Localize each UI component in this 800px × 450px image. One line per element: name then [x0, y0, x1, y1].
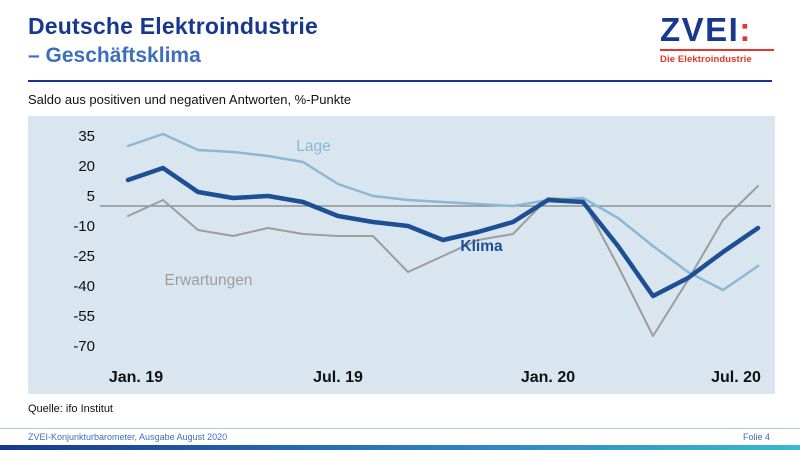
zvei-logo: ZVEI: Die Elektroindustrie — [660, 13, 774, 65]
x-axis-tick: Jan. 19 — [109, 369, 163, 386]
series-line-erwartungen — [127, 185, 759, 337]
series-label-klima: Klima — [460, 238, 503, 255]
zvei-logo-rule — [660, 49, 774, 52]
header: Deutsche Elektroindustrie – Geschäftskli… — [0, 0, 800, 80]
zvei-logo-wordmark: ZVEI: — [660, 11, 774, 48]
slide-number: Folie 4 — [742, 432, 770, 442]
x-axis-tick: Jul. 20 — [711, 369, 761, 386]
page-subtitle: – Geschäftsklima — [28, 44, 201, 67]
series-label-lage: Lage — [296, 138, 330, 155]
y-axis-tick: 20 — [78, 158, 95, 175]
y-axis-tick: 5 — [87, 188, 95, 205]
business-climate-line-chart: 35 20 5 -10 -25 -40 -55 -70 Lage Klima Erwartungen… — [73, 128, 771, 386]
series-line-lage — [126, 132, 760, 292]
footer: ZVEI-Konjunkturbarometer, Ausgabe August… — [28, 432, 770, 442]
y-axis-tick: -70 — [73, 338, 95, 355]
series-line-klima — [125, 165, 761, 299]
header-divider — [28, 80, 772, 82]
page-title: Deutsche Elektroindustrie — [28, 13, 319, 39]
footer-left-text: ZVEI-Konjunkturbarometer, Ausgabe August… — [28, 432, 228, 442]
y-axis-tick: -55 — [73, 308, 95, 325]
bottom-accent-bar — [0, 445, 800, 450]
series-label-erwartungen: Erwartungen — [165, 272, 253, 289]
y-axis-tick: 35 — [78, 128, 95, 145]
y-axis-tick: -10 — [73, 218, 95, 235]
chart-panel: 35 20 5 -10 -25 -40 -55 -70 Lage Klima Erwartungen… — [28, 116, 775, 394]
footer-divider — [0, 428, 800, 429]
source-note: Quelle: ifo Institut — [28, 403, 113, 415]
title-block: Deutsche Elektroindustrie – Geschäftskli… — [28, 13, 318, 68]
x-axis-tick: Jan. 20 — [521, 369, 575, 386]
zvei-logo-text: ZVEI — [660, 11, 740, 48]
chart-caption: Saldo aus positiven und negativen Antwor… — [28, 92, 352, 107]
x-axis-tick: Jul. 19 — [313, 369, 363, 386]
zvei-logo-tagline: Die Elektroindustrie — [660, 54, 752, 66]
y-axis-tick: -40 — [73, 278, 95, 295]
zvei-logo-colon: : — [739, 11, 752, 48]
y-axis-tick: -25 — [73, 248, 95, 265]
